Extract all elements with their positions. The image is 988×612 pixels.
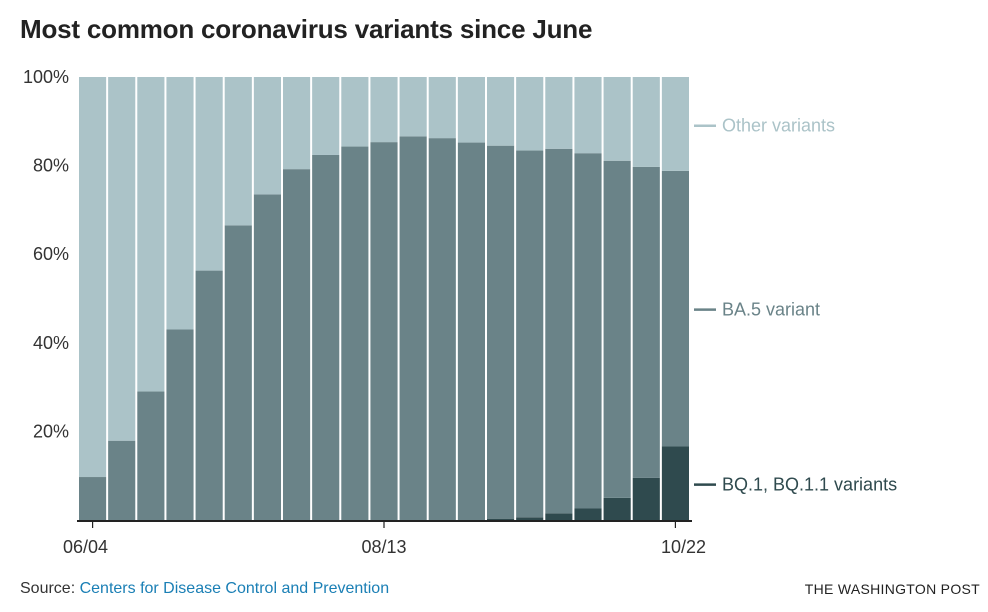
bar-segment-ba5-2 <box>137 391 165 520</box>
bar-segment-ba5-1 <box>108 440 136 520</box>
bar-segment-ba5-12 <box>428 138 456 520</box>
bar-segment-ba5-10 <box>370 142 398 520</box>
bar-segment-ba5-18 <box>603 160 631 498</box>
bar-segment-ba5-15 <box>516 150 544 518</box>
bar-segment-ba5-14 <box>487 145 515 519</box>
bar-segment-other-16 <box>545 77 573 149</box>
bar-segment-bq1-19 <box>632 477 660 520</box>
bar-segment-other-7 <box>283 77 311 170</box>
bar-segment-other-18 <box>603 77 631 161</box>
bar-segment-other-0 <box>79 77 107 478</box>
bar-segment-other-11 <box>399 77 427 137</box>
bar-segment-bq1-18 <box>603 497 631 520</box>
bar-segment-ba5-9 <box>341 146 369 521</box>
bar-segment-ba5-16 <box>545 148 573 514</box>
bar-segment-other-2 <box>137 77 165 392</box>
source-prefix: Source: <box>20 580 80 597</box>
bar-segment-other-3 <box>166 77 194 330</box>
bar-segment-ba5-7 <box>283 169 311 520</box>
legend-label-bq1: BQ.1, BQ.1.1 variants <box>722 475 897 495</box>
bar-segment-other-5 <box>224 77 252 226</box>
bar-segment-other-6 <box>253 77 281 195</box>
bar-segment-other-12 <box>428 77 456 139</box>
bar-segment-ba5-19 <box>632 166 660 478</box>
source-link[interactable]: Centers for Disease Control and Preventi… <box>79 580 390 597</box>
bar-segment-other-15 <box>516 77 544 151</box>
bar-segment-bq1-15 <box>516 517 544 520</box>
bar-segment-bq1-20 <box>661 446 689 520</box>
bar-segment-ba5-20 <box>661 170 689 447</box>
bar-segment-ba5-8 <box>312 154 340 520</box>
y-tick-label: 80% <box>33 156 69 176</box>
x-tick-label: 06/04 <box>63 537 108 557</box>
bar-segment-ba5-4 <box>195 270 223 520</box>
bar-segment-ba5-3 <box>166 329 194 520</box>
y-tick-label: 20% <box>33 421 69 441</box>
x-tick-label: 10/22 <box>661 537 706 557</box>
bar-segment-bq1-16 <box>545 513 573 520</box>
bar-segment-other-13 <box>457 77 485 143</box>
bar-segment-other-17 <box>574 77 602 154</box>
bar-segment-other-9 <box>341 77 369 147</box>
legend-label-other: Other variants <box>722 116 835 136</box>
bar-segment-ba5-0 <box>79 477 107 520</box>
bar-segment-ba5-13 <box>457 142 485 520</box>
publisher-brand: THE WASHINGTON POST <box>804 581 980 597</box>
bar-segment-other-10 <box>370 77 398 143</box>
legend-label-ba5: BA.5 variant <box>722 300 820 320</box>
bar-segment-ba5-6 <box>253 194 281 520</box>
bar-segment-other-4 <box>195 77 223 271</box>
chart-title: Most common coronavirus variants since J… <box>20 14 593 44</box>
bar-segment-other-1 <box>108 77 136 441</box>
bar-segment-ba5-11 <box>399 136 427 521</box>
bar-segment-other-20 <box>661 77 689 171</box>
source-note: Source: Centers for Disease Control and … <box>20 580 389 598</box>
bar-segment-ba5-17 <box>574 153 602 509</box>
y-tick-label: 100% <box>23 67 69 87</box>
bar-segment-other-8 <box>312 77 340 155</box>
bar-segment-other-19 <box>632 77 660 167</box>
bar-segment-bq1-17 <box>574 508 602 520</box>
y-tick-label: 60% <box>33 244 69 264</box>
x-tick-label: 08/13 <box>361 537 406 557</box>
bar-segment-bq1-14 <box>487 518 515 520</box>
bar-segment-other-14 <box>487 77 515 146</box>
bar-segment-ba5-5 <box>224 225 252 520</box>
y-tick-label: 40% <box>33 333 69 353</box>
